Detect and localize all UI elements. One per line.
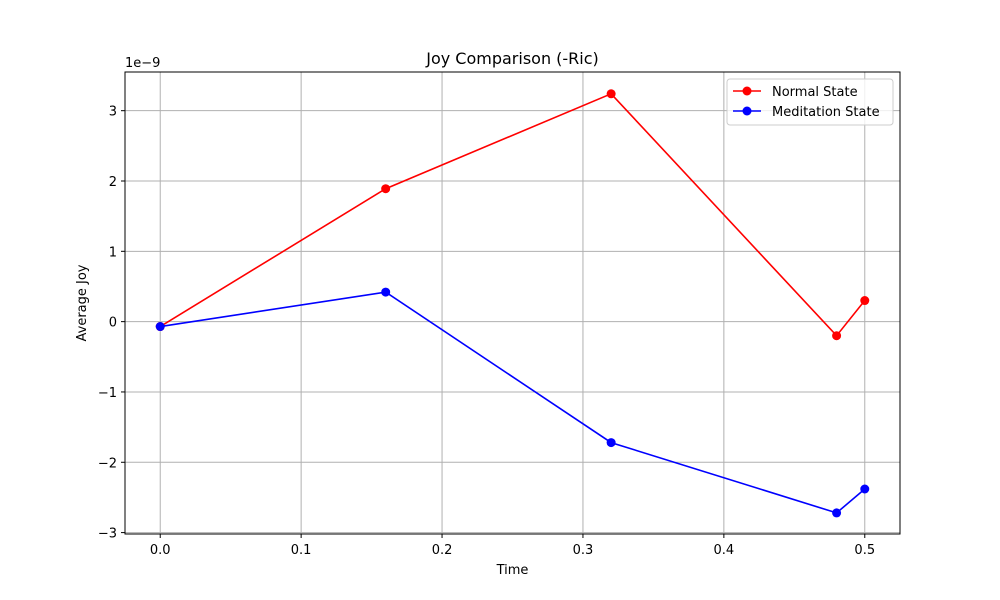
data-point — [155, 322, 165, 332]
y-tick-label: 3 — [109, 105, 117, 120]
legend-item: Meditation State — [733, 105, 880, 120]
x-tick-label: 0.1 — [291, 543, 312, 558]
legend: Normal State Meditation State — [726, 78, 894, 126]
y-tick-label: −1 — [98, 386, 117, 401]
x-tick-label: 0.4 — [714, 543, 735, 558]
x-tick-label: 0.2 — [432, 543, 453, 558]
data-point — [832, 331, 842, 341]
legend-label: Normal State — [772, 85, 858, 100]
x-axis-ticks: 0.0 0.1 0.2 0.3 0.4 0.5 — [150, 534, 875, 558]
legend-marker — [742, 106, 752, 116]
y-tick-label: 1 — [109, 245, 117, 260]
x-tick-label: 0.5 — [854, 543, 875, 558]
legend-label: Meditation State — [772, 105, 880, 120]
y-tick-label: −2 — [98, 456, 117, 471]
y-tick-label: 2 — [109, 175, 117, 190]
chart-title: Joy Comparison (-Ric) — [425, 49, 599, 68]
data-point — [832, 508, 842, 518]
data-point — [381, 287, 391, 297]
y-axis-label: Average Joy — [75, 264, 90, 341]
x-tick-label: 0.0 — [150, 543, 171, 558]
grid — [125, 72, 900, 534]
legend-item: Normal State — [733, 85, 858, 100]
x-tick-label: 0.3 — [573, 543, 594, 558]
series-1 — [155, 287, 870, 518]
data-point — [860, 484, 870, 494]
legend-box — [726, 78, 894, 126]
legend-items: Normal State Meditation State — [733, 85, 880, 120]
y-offset-text: 1e−9 — [125, 56, 160, 71]
y-axis-ticks: −3 −2 −1 0 1 2 3 — [98, 105, 125, 542]
data-point — [860, 296, 870, 306]
legend-marker — [742, 86, 752, 96]
data-point — [606, 438, 616, 448]
y-tick-label: −3 — [98, 527, 117, 542]
y-tick-label: 0 — [109, 316, 117, 331]
data-point — [381, 184, 391, 194]
series-layer — [155, 89, 870, 518]
data-point — [606, 89, 616, 99]
x-axis-label: Time — [496, 563, 529, 578]
plot-frame — [124, 71, 901, 535]
